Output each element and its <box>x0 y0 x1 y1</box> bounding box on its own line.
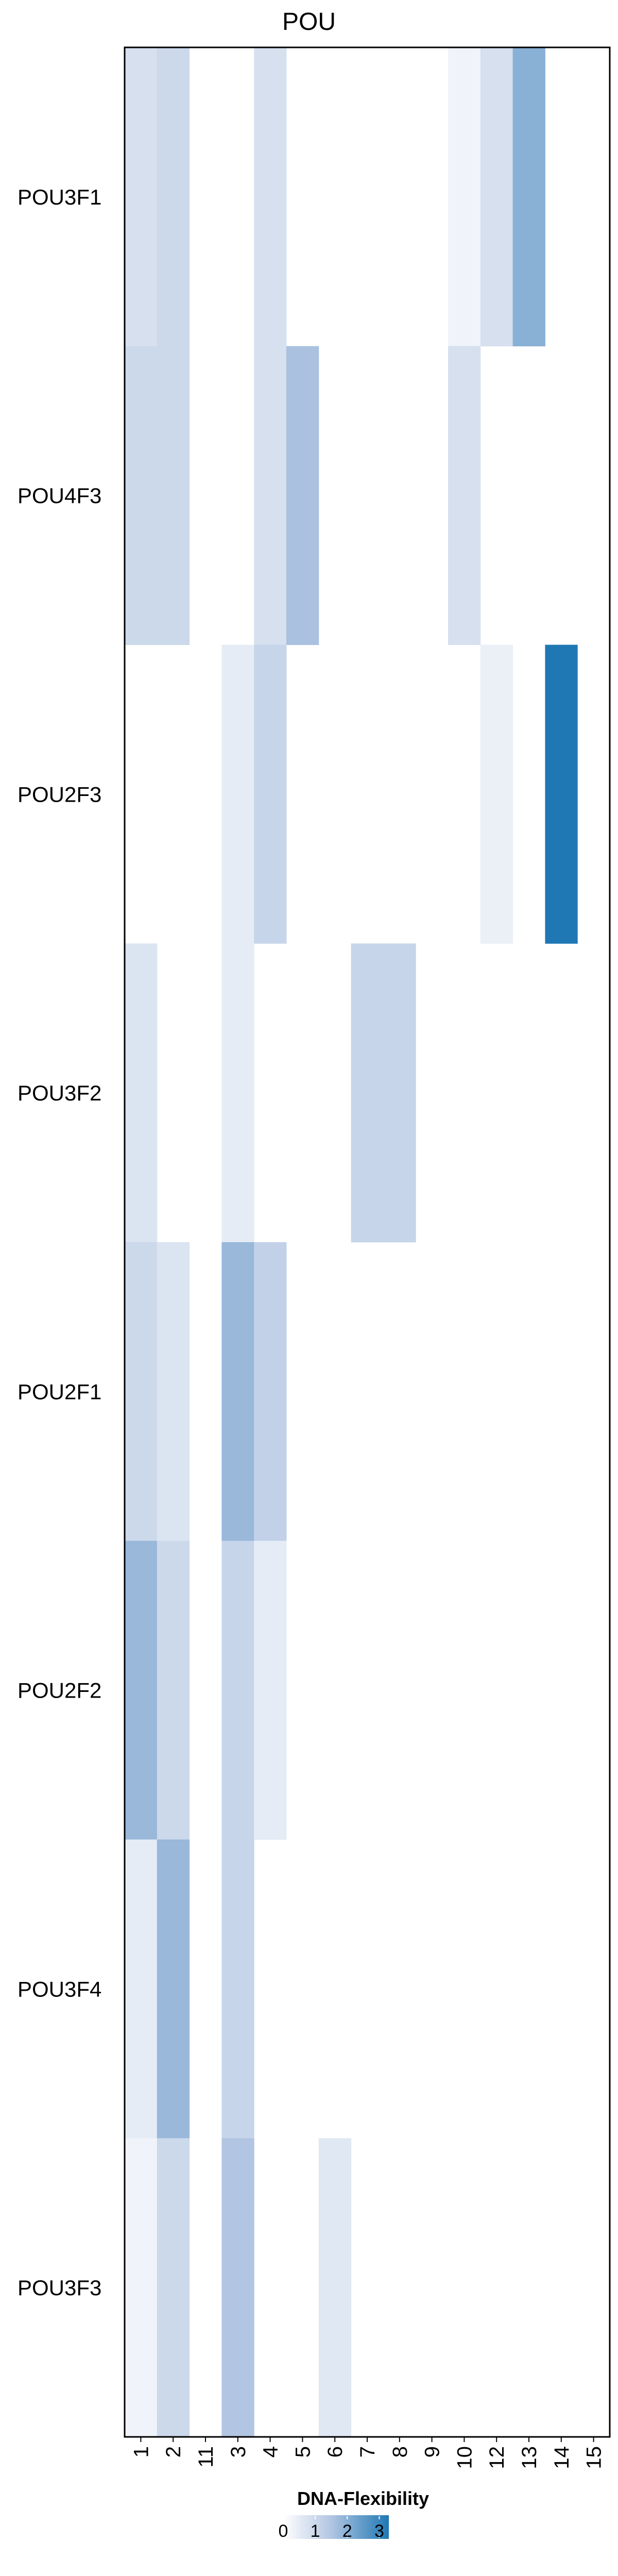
row-labels: POU3F1 POU4F3 POU2F3 POU3F2 POU2F1 POU2F2 POU3… <box>18 185 101 2300</box>
heatmap-cell <box>351 943 384 1243</box>
row-label: POU2F2 <box>18 1679 101 1703</box>
heatmap-cell <box>286 346 319 645</box>
column-label: 12 <box>486 2446 508 2469</box>
heatmap-cell <box>383 943 416 1243</box>
heatmap-cell <box>125 1242 158 1541</box>
heatmap-cell <box>254 1242 287 1541</box>
heatmap-cell <box>125 346 158 645</box>
column-label: 11 <box>195 2446 217 2468</box>
heatmap-cell <box>221 1540 254 1840</box>
heatmap-cell <box>125 2138 158 2437</box>
column-label: 14 <box>551 2446 573 2469</box>
row-label: POU2F1 <box>18 1380 101 1404</box>
column-label: 7 <box>356 2446 379 2458</box>
heatmap-cell <box>512 47 545 347</box>
heatmap-cell <box>448 346 481 645</box>
column-label: 10 <box>453 2446 476 2469</box>
column-labels: 1 2 11 3 4 5 6 7 8 9 10 12 13 14 15 <box>130 2437 606 2469</box>
row-label: POU4F3 <box>18 484 101 508</box>
heatmap-cell <box>221 2138 254 2437</box>
legend-tick-label: 3 <box>374 2521 384 2541</box>
chart-title: POU <box>282 8 336 36</box>
column-label: 15 <box>583 2446 606 2469</box>
column-label: 5 <box>291 2446 314 2458</box>
column-label: 3 <box>227 2446 250 2458</box>
legend-colorbar <box>283 2515 389 2539</box>
column-label: 8 <box>389 2446 411 2458</box>
heatmap-cell <box>157 1540 190 1840</box>
heatmap-cell <box>157 2138 190 2437</box>
legend-tick-label: 2 <box>342 2521 352 2541</box>
row-label: POU2F3 <box>18 782 101 806</box>
heatmap-cell <box>221 1839 254 2139</box>
legend-tick-label: 1 <box>311 2521 320 2541</box>
row-label: POU3F1 <box>18 185 101 209</box>
column-label: 6 <box>324 2446 347 2458</box>
legend-title: DNA-Flexibility <box>297 2488 429 2509</box>
heatmap-cell <box>254 1540 287 1840</box>
heatmap-cell <box>254 346 287 645</box>
row-label: POU3F3 <box>18 2276 101 2300</box>
heatmap-cell <box>157 47 190 347</box>
column-label: 4 <box>260 2446 282 2458</box>
heatmap-cell <box>157 1242 190 1541</box>
column-label: 2 <box>162 2446 185 2458</box>
heatmap-cell <box>221 943 254 1243</box>
row-label: POU3F2 <box>18 1081 101 1105</box>
heatmap-cell <box>125 47 158 347</box>
heatmap-cell <box>254 645 287 944</box>
heatmap-cell <box>480 645 513 944</box>
heatmap-cell <box>125 943 158 1243</box>
column-label: 1 <box>130 2446 152 2458</box>
color-legend: DNA-Flexibility 0 1 2 3 <box>279 2488 429 2541</box>
legend-ticks: 0 1 2 3 <box>279 2516 384 2541</box>
heatmap-cell <box>221 645 254 944</box>
heatmap-cell <box>221 1242 254 1541</box>
heatmap-cell <box>318 2138 352 2437</box>
heatmap-cell <box>157 346 190 645</box>
heatmap-cell <box>157 1839 190 2139</box>
heatmap-cells <box>125 47 578 2437</box>
heatmap-cell <box>125 1839 158 2139</box>
column-label: 13 <box>518 2446 541 2469</box>
heatmap-cell <box>480 47 513 347</box>
legend-tick-label: 0 <box>279 2521 288 2541</box>
column-label: 9 <box>421 2446 444 2458</box>
row-label: POU3F4 <box>18 1977 101 2001</box>
heatmap-cell <box>125 1540 158 1840</box>
heatmap-cell <box>448 47 481 347</box>
heatmap-cell <box>545 645 578 944</box>
heatmap-cell <box>254 47 287 347</box>
